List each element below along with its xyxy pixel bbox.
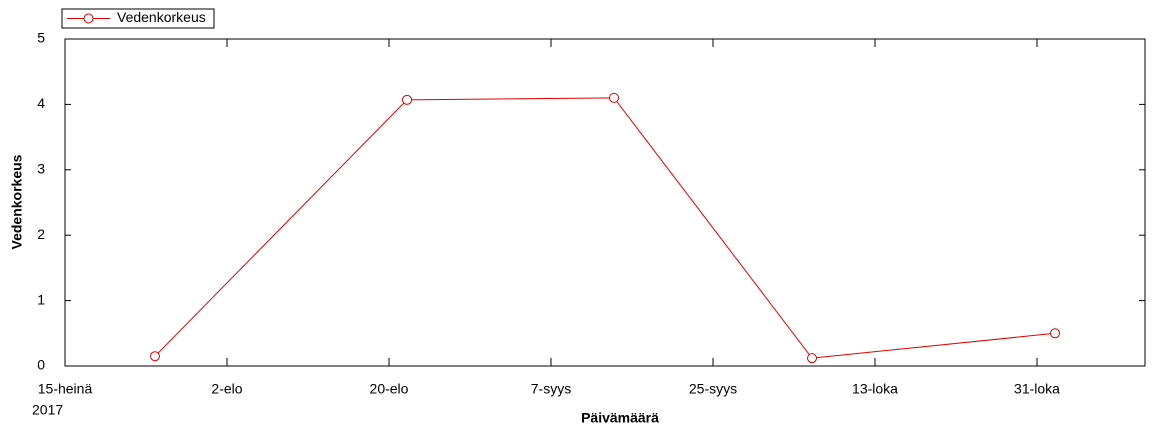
- legend-marker: [83, 13, 94, 24]
- y-tick-label: 3: [37, 161, 45, 177]
- legend-box: [61, 8, 215, 29]
- x-tick-label: 25-syys: [689, 381, 737, 397]
- x-tick-label: 15-heinä: [38, 381, 93, 397]
- x-tick-label: 31-loka: [1014, 381, 1060, 397]
- x-tick-label: 20-elo: [370, 381, 409, 397]
- y-tick-label: 0: [37, 357, 45, 373]
- x-tick-label: 13-loka: [852, 381, 898, 397]
- x-tick-label: 2-elo: [211, 381, 242, 397]
- line: [154, 97, 1056, 359]
- y-tick-label: 5: [37, 30, 45, 46]
- legend-label: Vedenkorkeus: [117, 9, 206, 25]
- x-axis-label: Päivämäärä: [581, 410, 659, 426]
- point: [402, 94, 412, 105]
- x-tick-label: 7-syys: [531, 381, 571, 397]
- y-tick-label: 4: [37, 95, 45, 111]
- y-tick-label: 1: [37, 291, 45, 307]
- y-axis-label: Vedenkorkeus: [9, 154, 25, 249]
- x-year-label: 2017: [32, 402, 63, 418]
- point: [609, 92, 619, 103]
- point: [1050, 328, 1060, 339]
- point: [807, 353, 817, 364]
- y-tick-label: 2: [37, 226, 45, 242]
- plot-frame: [64, 38, 1146, 367]
- point: [150, 351, 160, 362]
